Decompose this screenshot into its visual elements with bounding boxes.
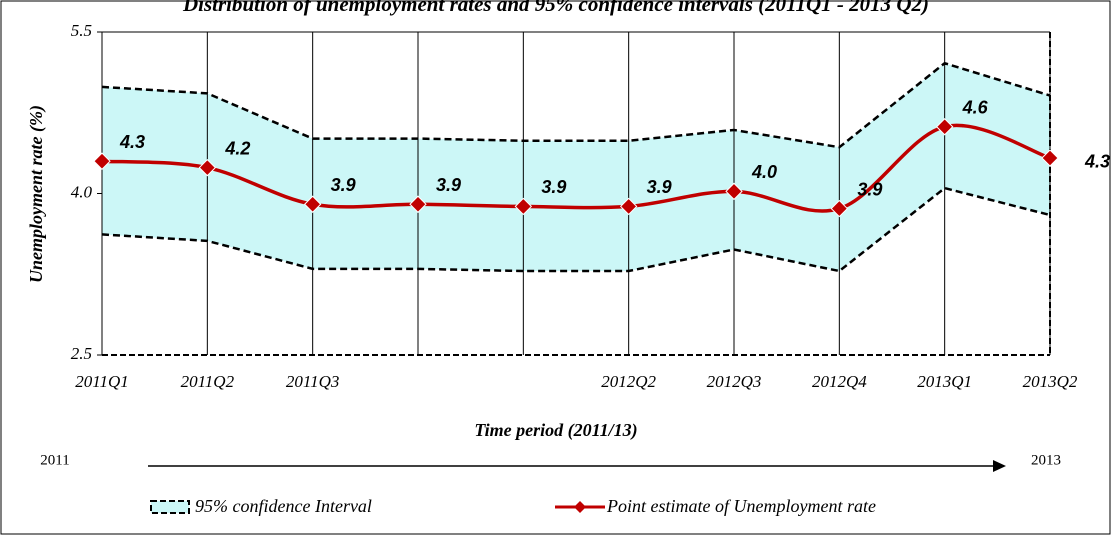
estimate-marker [725,182,743,201]
estimate-marker [619,197,638,216]
estimate-marker [93,152,111,170]
legend-swatch-marker [574,501,586,513]
estimate-marker [303,195,322,213]
ci-area [102,63,1050,272]
estimate-marker [830,199,849,218]
legend-swatch-ci [150,500,190,514]
value-label: 4.2 [224,138,250,158]
legend-label: 95% confidence Interval [195,496,372,516]
value-label: 4.3 [119,132,145,152]
ci-lower [101,186,1051,273]
y-tick-label: 4.0 [71,182,93,201]
estimate-marker [514,197,533,216]
chart-title: Distribution of unemployment rates and 9… [182,0,929,16]
value-label: 4.3 [1084,152,1110,172]
value-label: 4.6 [962,97,989,117]
x-tick-label: 2012Q4 [812,372,867,391]
x-tick-label: 2012Q3 [707,372,762,391]
legend-label: Point estimate of Unemployment rate [606,496,876,516]
y-tick-label: 2.5 [71,344,92,363]
time-arrow-head [993,460,1006,472]
value-label: 3.9 [541,177,566,197]
x-tick-label: 2012Q2 [601,372,656,391]
x-axis-title: Time period (2011/13) [474,420,637,441]
x-tick-label: 2011Q1 [75,372,129,391]
value-label: 3.9 [647,177,672,197]
y-tick-label: 5.5 [71,21,92,40]
value-label: 3.9 [331,175,356,195]
estimate-marker [198,158,217,177]
x-tick-label: 2013Q2 [1023,372,1078,391]
estimate-marker [409,195,427,213]
x-tick-label: 2011Q3 [286,372,340,391]
value-label: 4.0 [751,162,777,182]
arrow-start-label: 2011 [40,452,69,468]
estimate-marker [935,118,954,136]
x-tick-label: 2013Q1 [917,372,972,391]
y-axis-title: Unemployment rate (%) [26,105,47,283]
value-label: 3.9 [857,179,882,199]
estimate-marker [1041,149,1059,167]
ci-upper [101,61,1051,149]
arrow-end-label: 2013 [1031,452,1061,468]
estimate-line [101,123,1051,213]
value-label: 3.9 [436,175,461,195]
x-tick-label: 2011Q2 [181,372,235,391]
